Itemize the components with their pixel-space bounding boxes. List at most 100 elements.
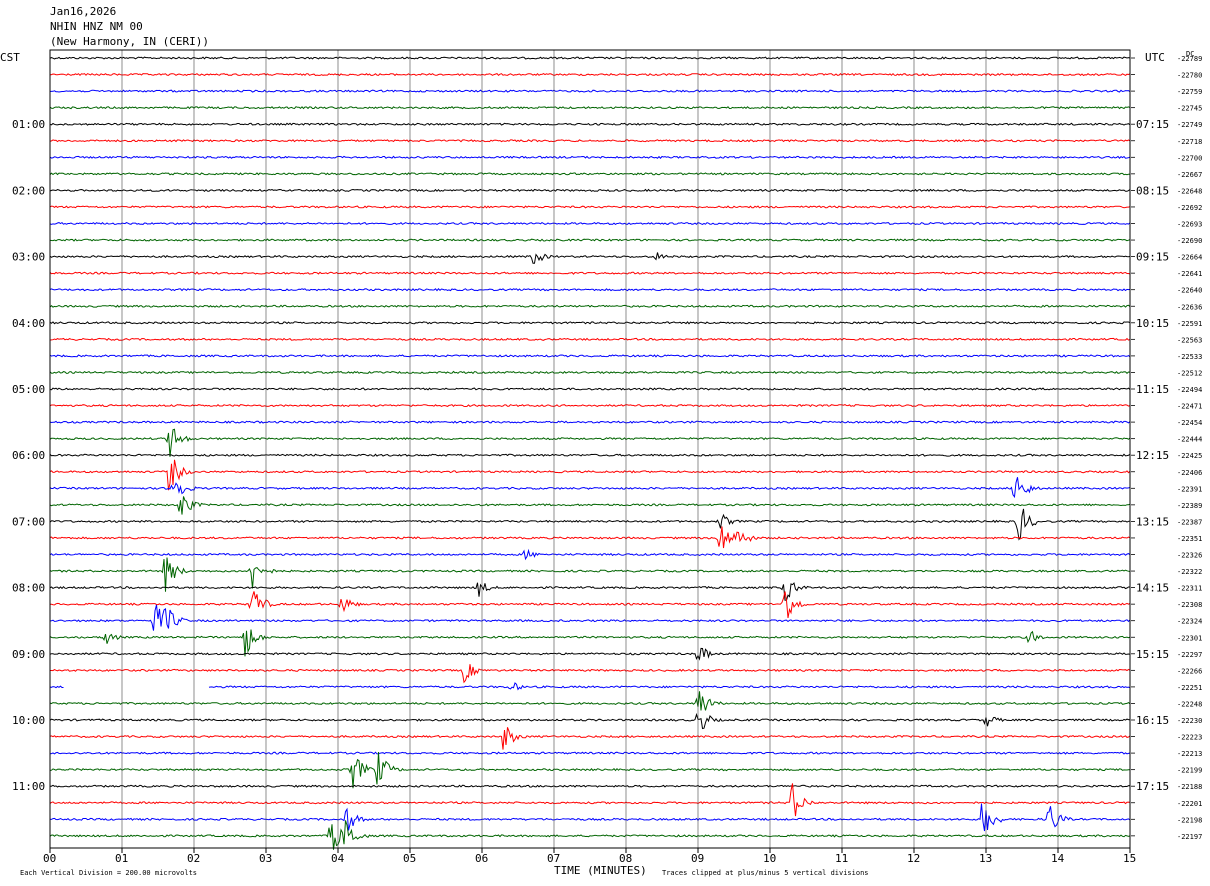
trace-line [49,428,1131,457]
x-tick-label: 06 [475,852,488,865]
dc-value-label: -22301 [1177,634,1202,642]
trace-line [49,172,1131,176]
trace-line [50,664,1131,684]
cst-time-label: 10:00 [12,714,45,727]
cst-time-label: 02:00 [12,184,45,197]
dc-value-label: -22640 [1177,287,1202,295]
cst-time-label: 09:00 [12,648,45,661]
trace-line [49,420,1131,424]
dc-value-label: -22533 [1177,353,1202,361]
trace-line [49,526,1131,549]
utc-time-label: 15:15 [1136,648,1169,661]
clip-note: Traces clipped at plus/minus 5 vertical … [662,869,869,877]
trace-line [49,783,1131,817]
trace-line [49,139,1131,143]
x-tick-label: 10 [763,852,776,865]
dc-value-label: -22454 [1177,419,1202,427]
trace-line [49,387,1131,391]
trace-line [49,188,1131,192]
x-tick-label: 14 [1051,852,1065,865]
dc-value-label: -22718 [1177,138,1202,146]
trace-line [49,727,1131,750]
x-tick-label: 05 [403,852,416,865]
dc-value-label: -22749 [1177,121,1202,129]
utc-time-label: 16:15 [1136,714,1169,727]
utc-time-label: 07:15 [1136,118,1169,131]
trace-line [49,72,1131,77]
dc-value-label: -22308 [1177,601,1202,609]
trace-line [49,453,1131,457]
x-tick-label: 12 [907,852,920,865]
cst-time-label: 05:00 [12,383,45,396]
dc-value-label: -22700 [1177,154,1202,162]
dc-value-label: -22471 [1177,403,1202,411]
x-tick-label: 03 [259,852,272,865]
trace-line [49,271,1131,275]
trace-line [49,459,1131,491]
dc-value-label: -22591 [1177,320,1202,328]
cst-time-label: 04:00 [12,317,45,330]
utc-time-label: 09:15 [1136,251,1169,264]
dc-title: DC [1186,50,1194,58]
cst-time-label: 03:00 [12,251,45,264]
dc-value-label: -22213 [1177,750,1202,758]
dc-value-label: -22563 [1177,336,1202,344]
trace-line [50,591,1131,618]
trace-line [49,403,1131,408]
x-tick-label: 08 [619,852,632,865]
plot-border [49,49,1131,849]
trace-line [49,508,1131,541]
trace-line [49,557,1131,592]
x-tick-label: 07 [547,852,560,865]
x-tick-label: 09 [691,852,704,865]
dc-value-label: -22311 [1177,585,1202,593]
dc-value-label: -22759 [1177,88,1202,96]
trace-line [49,751,1131,789]
utc-time-label: 10:15 [1136,317,1169,330]
trace-line [49,354,1131,358]
utc-time-label: 11:15 [1136,383,1169,396]
trace-line [49,122,1131,126]
x-tick-label: 02 [187,852,200,865]
trace-group [49,56,1131,850]
dc-value-label: -22230 [1177,717,1202,725]
trace-line [49,56,1131,60]
dc-value-label: -22693 [1177,221,1202,229]
utc-time-label: 17:15 [1136,780,1169,793]
dc-value-label: -22636 [1177,303,1202,311]
x-axis-title: TIME (MINUTES) [554,864,647,877]
trace-line [49,691,1131,711]
trace-line [49,238,1131,242]
trace-line [49,321,1131,325]
dc-value-label: -22266 [1177,667,1202,675]
dc-value-label: -22494 [1177,386,1202,394]
dc-value-label: -22444 [1177,436,1202,444]
dc-value-label: -22387 [1177,518,1202,526]
trace-line [49,370,1131,375]
right-axis-title: UTC [1145,51,1165,64]
dc-value-label: -22664 [1177,254,1202,262]
utc-time-label: 08:15 [1136,184,1169,197]
utc-time-label: 12:15 [1136,449,1169,462]
trace-line [49,682,1131,691]
cst-time-label: 06:00 [12,449,45,462]
trace-line [49,803,1131,832]
trace-line [49,751,1131,755]
station-location: (New Harmony, IN (CERI)) [50,35,209,48]
x-tick-label: 04 [331,852,345,865]
trace-line [49,496,1131,515]
dc-value-label: -22406 [1177,469,1202,477]
dc-value-label: -22199 [1177,767,1202,775]
trace-line [49,106,1131,110]
dc-value-label: -22197 [1177,833,1202,841]
dc-value-label: -22641 [1177,270,1202,278]
dc-value-label: -22324 [1177,618,1202,626]
dc-value-label: -22648 [1177,187,1202,195]
dc-value-label: -22780 [1177,72,1202,80]
cst-time-label: 07:00 [12,515,45,528]
station-code: NHIN HNZ NM 00 [50,20,143,33]
trace-line [49,820,1131,850]
dc-value-label: -22297 [1177,651,1202,659]
dc-value-label: -22425 [1177,452,1202,460]
